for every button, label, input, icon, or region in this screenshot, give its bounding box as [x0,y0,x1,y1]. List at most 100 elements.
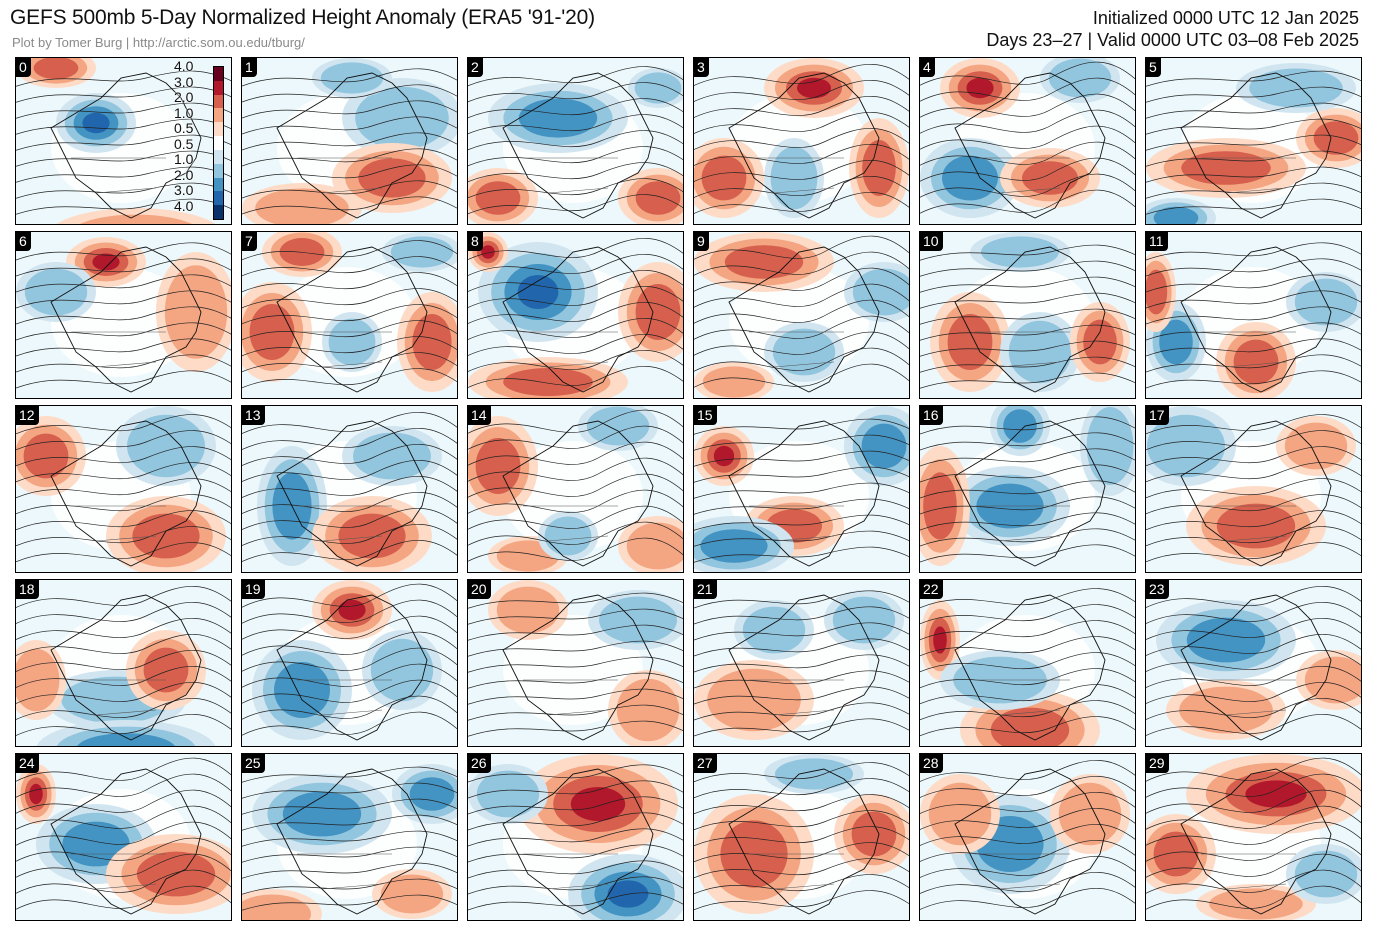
positive-anomaly-shading [1304,656,1361,704]
height-contour [242,539,457,563]
height-contour [920,356,1135,373]
height-contour [1146,494,1361,515]
member-number-label: 8 [468,232,483,251]
height-contour [16,510,231,531]
political-border [71,331,166,368]
height-contour [1146,134,1361,151]
height-contour [242,304,457,325]
height-contour [16,821,231,846]
height-contour [242,615,457,640]
member-number-label: 14 [468,406,491,425]
ensemble-member-panel: 17 [1145,405,1362,573]
height-contour [1146,290,1361,309]
political-border [749,679,844,716]
height-contour [242,240,457,261]
political-border [297,157,392,194]
height-contour [694,622,909,641]
anomaly-map [468,406,683,572]
height-contour [920,308,1135,325]
height-contour [920,448,1135,467]
member-number-label: 16 [920,406,943,425]
negative-anomaly-shading [544,516,592,556]
political-border [297,331,392,368]
height-contour [920,636,1135,657]
height-contour [920,716,1135,737]
positive-anomaly-shading [1216,503,1296,549]
negative-anomaly-shading [1294,850,1358,898]
member-number-label: 24 [16,754,39,773]
positive-anomaly-shading [496,586,560,634]
height-contour [468,780,683,799]
height-contour [468,269,683,293]
political-border [71,679,166,716]
height-contour [16,166,231,183]
anomaly-map [920,406,1135,572]
height-contour [242,352,457,373]
member-number-label: 21 [694,580,717,599]
height-contour [920,588,1135,609]
anomaly-map [16,580,231,746]
height-contour [920,416,1135,435]
member-number-label: 11 [1146,232,1168,251]
political-border [523,853,618,890]
negative-anomaly-shading [1008,320,1072,384]
anomaly-map [920,58,1135,224]
height-contour [1146,853,1361,878]
height-contour [468,592,683,609]
figure-title: GEFS 500mb 5-Day Normalized Height Anoma… [10,6,595,29]
height-contour [16,198,231,215]
member-number-label: 3 [694,58,709,77]
height-contour [1146,370,1361,389]
positive-anomaly-shading [412,314,452,370]
positive-anomaly-shading [475,181,521,215]
height-contour [242,411,457,435]
height-contour [468,608,683,625]
positive-anomaly-shading [947,314,993,370]
height-contour [468,624,683,641]
positive-anomaly-shading [928,782,992,846]
political-border [749,331,844,368]
colorbar [213,66,224,220]
positive-anomaly-shading [966,77,994,99]
height-contour [1146,805,1361,830]
negative-anomaly-shading [127,414,205,478]
colorbar-tick-label: 2.0 [174,89,194,105]
height-contour [694,842,909,863]
height-contour [16,462,231,483]
height-contour [694,546,909,563]
positive-anomaly-shading [1058,782,1122,846]
height-contour [1146,821,1361,846]
height-contour [694,63,909,87]
height-contour [920,668,1135,689]
height-contour [468,860,683,879]
height-contour [468,162,683,183]
positive-anomaly-shading [255,188,349,224]
height-contour [694,175,909,199]
height-contour [468,704,683,721]
positive-anomaly-shading [1209,888,1303,920]
height-contour [16,633,231,657]
political-border [975,331,1070,368]
height-contour [1146,789,1361,814]
positive-anomaly-shading [475,438,521,494]
height-contour [16,258,231,277]
height-contour [1146,601,1361,625]
height-contour [694,590,909,609]
anomaly-map [242,232,457,398]
positive-anomaly-shading [23,433,69,479]
anomaly-map [468,580,683,746]
height-contour [920,604,1135,625]
height-contour [468,441,683,466]
anomaly-map [694,406,909,572]
negative-anomaly-shading [852,268,909,316]
height-contour [920,77,1135,102]
height-contour [1146,166,1361,183]
height-contour [16,885,231,910]
ensemble-member-panel: 27 [693,753,910,921]
member-number-label: 4 [920,58,935,77]
height-contour [16,805,231,830]
height-contour [16,242,231,261]
height-contour [242,679,457,704]
political-border [523,157,618,194]
negative-anomaly-shading [942,155,998,201]
